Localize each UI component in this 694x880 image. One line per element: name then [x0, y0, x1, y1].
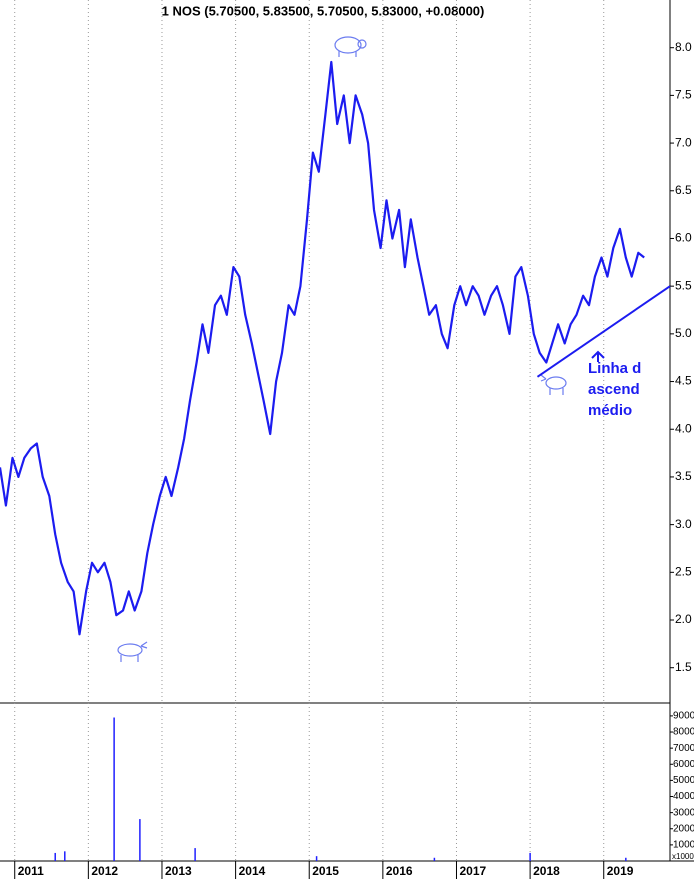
y-tick-label: 20000: [673, 823, 694, 834]
volume-bar: [64, 851, 66, 861]
y-tick-label: 5.0: [675, 326, 692, 340]
bull-icon: [117, 641, 148, 662]
x-tick-label: 2014: [239, 864, 266, 878]
y-tick-label: 2.5: [675, 564, 692, 578]
y-tick-label: 6.0: [675, 231, 692, 245]
x-tick-label: 2013: [165, 864, 192, 878]
x-tick-label: 2018: [533, 864, 560, 878]
x-tick-label: 2015: [312, 864, 339, 878]
y-tick-label: 3.0: [675, 517, 692, 531]
y-tick-label: 90000: [673, 711, 694, 722]
y-tick-label: 4.0: [675, 421, 692, 435]
unit-label: x1000: [672, 852, 694, 861]
y-tick-label: 10000: [673, 840, 694, 851]
y-tick-label: 5.5: [675, 278, 692, 292]
x-tick-label: 2019: [607, 864, 634, 878]
y-tick-label: 80000: [673, 727, 694, 738]
y-tick-label: 4.5: [675, 374, 692, 388]
y-tick-label: 3.5: [675, 469, 692, 483]
volume-bar: [529, 852, 531, 861]
y-tick-label: 70000: [673, 743, 694, 754]
y-tick-label: 30000: [673, 807, 694, 818]
y-tick-label: 1.5: [675, 660, 692, 674]
y-tick-label: 50000: [673, 775, 694, 786]
volume-bar: [54, 852, 56, 861]
price-line: [0, 60, 645, 636]
x-tick-label: 2012: [91, 864, 118, 878]
annotation: ascend: [588, 381, 640, 398]
volume-bar: [625, 857, 627, 861]
y-tick-label: 7.5: [675, 88, 692, 102]
annotation-arrow: [591, 350, 605, 362]
chart-title: 1 NOS (5.70500, 5.83500, 5.70500, 5.8300…: [162, 3, 485, 18]
volume-bar: [113, 717, 115, 861]
volume-bar: [433, 857, 436, 861]
annotation: médio: [588, 402, 632, 419]
bear-icon: [334, 36, 367, 57]
y-tick-label: 8.0: [675, 40, 692, 54]
annotation: Linha d: [588, 360, 641, 377]
y-tick-label: 40000: [673, 791, 694, 802]
x-tick-label: 2011: [18, 864, 44, 878]
volume-axis: 10000 20000 30000 40000 50000 60000 70000 80000…: [670, 711, 694, 851]
volume-bar: [139, 819, 141, 861]
y-tick-label: 6.5: [675, 183, 692, 197]
volume-bar: [194, 848, 196, 861]
x-tick-label: 2017: [459, 864, 486, 878]
volume-bar: [315, 856, 318, 861]
trendline: [536, 285, 671, 378]
y-tick-label: 60000: [673, 759, 694, 770]
y-tick-label: 2.0: [675, 612, 692, 626]
x-tick-label: 2016: [386, 864, 413, 878]
bull-icon: [540, 374, 567, 395]
y-tick-label: 7.0: [675, 135, 692, 149]
